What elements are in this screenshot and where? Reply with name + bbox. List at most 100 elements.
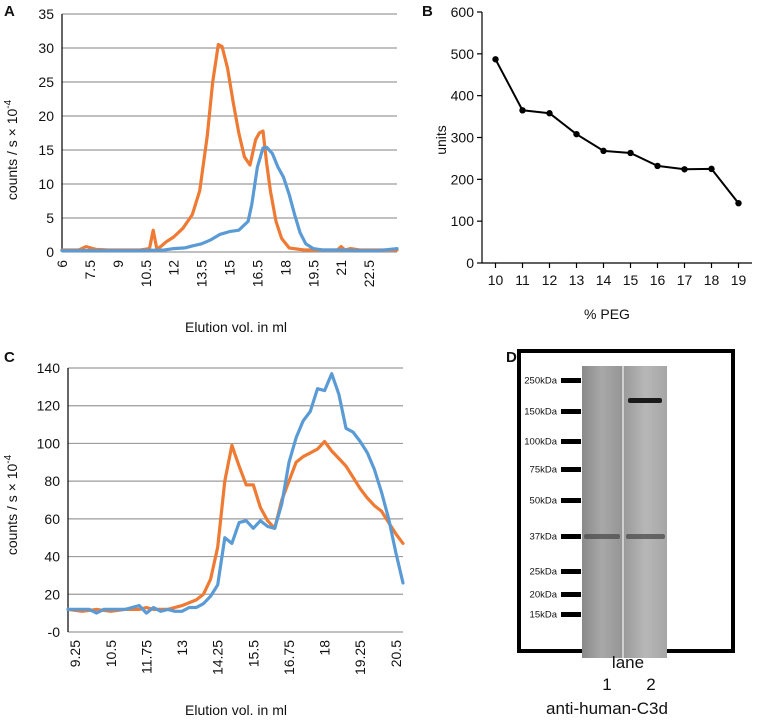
panel-b-data-point [519,107,526,114]
panel-a-y-tick-label: 15 [38,142,54,158]
panel-c-letter: C [4,349,15,366]
panel-a-series-orange-line [60,42,399,252]
panel-b-x-tick-label: 15 [623,272,639,288]
blot-marker-label: 15kDa [530,610,558,621]
panel-c-y-tick-label: 60 [44,511,60,527]
panel-a-x-tick-label: 22.5 [361,260,377,287]
panel-c: C -0 20 40 60 80 100 120 140 9.25 10.5 11.75 13 14.… [3,349,405,718]
panel-a-y-axis-title-exponent: -4 [3,99,14,108]
panel-b-x-tick-label: 17 [677,272,693,288]
panel-b-y-tick-label: 100 [451,213,475,229]
panel-b-y-tick-label: 400 [451,88,475,104]
panel-c-y-tick-label: 140 [37,360,61,376]
blot-marker-band [561,378,581,383]
panel-a-y-axis-title-base: counts / s × 10 [4,109,20,201]
panel-a-y-tick-label: 10 [38,176,54,192]
panel-c-x-tick-label: 15.5 [245,640,261,667]
blot-marker-label: 25kDa [530,567,558,578]
panel-b-y-tick-label: 200 [451,171,475,187]
blot-marker-band [561,534,581,539]
panel-b-x-axis-title: % PEG [584,306,630,322]
panel-a-x-tick-label: 7.5 [82,260,98,280]
blot-marker-label: 100kDa [524,437,557,448]
panel-b-y-axis-title: units [433,125,449,155]
panel-a-x-tick-label: 16.5 [249,260,265,287]
panel-c-y-tick-label: 20 [44,586,60,602]
panel-b-x-tick-label: 18 [704,272,720,288]
panel-b-series-units-line [494,58,740,205]
panel-a-y-tick-label: 30 [38,40,54,56]
panel-a-y-tick-label: 0 [46,244,54,260]
panel-c-x-tick-label: 9.25 [67,640,83,667]
panel-b-x-tick-label: 12 [542,272,558,288]
panel-b-x-tick-label: 10 [488,272,504,288]
panel-c-x-tick-label: 11.75 [138,640,154,674]
blot-marker-label: 37kDa [530,532,558,543]
blot-marker-band [561,612,581,617]
panel-a-x-tick-label: 6 [54,260,70,268]
panel-b-data-point [735,199,742,207]
panel-b-letter: B [422,3,433,20]
panel-b-x-tick-label: 16 [650,272,666,288]
panel-a-y-tick-label: 35 [38,6,54,22]
panel-b-y-tick-label: 600 [451,4,475,20]
panel-a-x-axis-title: Elution vol. in ml [185,319,287,335]
panel-c-y-tick-label: -0 [48,624,61,640]
blot-marker-band [561,409,581,414]
panel-b-data-point [708,165,715,173]
blot-band-lane2-37kda [626,534,665,539]
panel-b-data-point [546,110,553,117]
panel-a-x-tick-label: 10.5 [138,260,154,287]
panel-b-data-point [492,56,499,63]
panel-c-y-axis-title-base: counts / s × 10 [4,464,20,556]
panel-c-x-tick-label: 13 [174,640,190,656]
panel-a-series-blue-line [60,145,399,253]
blot-marker-band [561,467,581,472]
panel-d: D 250kDa 150kDa 100kDa 75kDa 50kDa 37kDa 25kDa… [506,349,735,694]
panel-b-y-tick-label: 500 [451,46,475,62]
blot-lane-2 [624,366,667,658]
panel-a-x-tick-label: 19.5 [305,260,321,287]
blot-marker-label: 75kDa [530,465,558,476]
panel-a-x-tick-label: 13.5 [194,260,210,287]
panel-b-data-point [600,147,607,155]
blot-lane-1-label: 1 [602,675,611,694]
panel-a-y-tick-label: 25 [38,74,54,90]
panel-c-y-tick-label: 80 [44,473,60,489]
panel-c-y-tick-label: 40 [44,549,60,565]
blot-lane-divider [622,366,624,658]
panel-a-x-tick-label: 21 [333,260,349,276]
panel-b-x-tick-label: 19 [731,272,747,288]
blot-marker-label: 150kDa [524,407,557,418]
blot-band-lane2-160kda [628,398,662,403]
panel-c-x-tick-label: 10.5 [103,640,119,667]
panel-d-letter: D [506,349,517,366]
blot-lane-1 [582,366,622,658]
panel-a-y-tick-label: 5 [46,210,54,226]
panel-b-x-tick-label: 14 [596,272,612,288]
panel-a-letter: A [4,3,15,20]
panel-c-y-tick-label: 120 [37,398,61,414]
blot-marker-label: 20kDa [530,590,558,601]
panel-a-x-tick-label: 9 [110,260,126,268]
blot-lane-2-label: 2 [646,675,655,694]
panel-b-data-point [681,166,688,173]
panel-c-x-tick-label: 20.5 [388,640,404,667]
panel-b-y-tick-label: 0 [466,255,474,271]
blot-marker-label: 50kDa [530,496,558,507]
panel-a-x-tick-label: 15 [222,260,238,276]
panel-b-x-tick-label: 11 [515,272,530,288]
panel-a-x-tick-label: 12 [166,260,182,276]
panel-b-y-tick-label: 300 [451,130,475,146]
blot-marker-band [561,498,581,503]
panel-c-series-orange-line [66,439,405,613]
blot-marker-band [561,592,581,597]
panel-c-series-blue-line [66,372,405,615]
blot-marker-band [561,569,581,574]
panel-c-x-tick-label: 14.25 [210,640,226,675]
panel-c-y-axis-title: counts / s × 10-4 [3,454,20,555]
panel-b-data-point [573,130,580,138]
blot-band-lane1-37kda [584,534,620,539]
panel-b-data-point [654,162,661,170]
